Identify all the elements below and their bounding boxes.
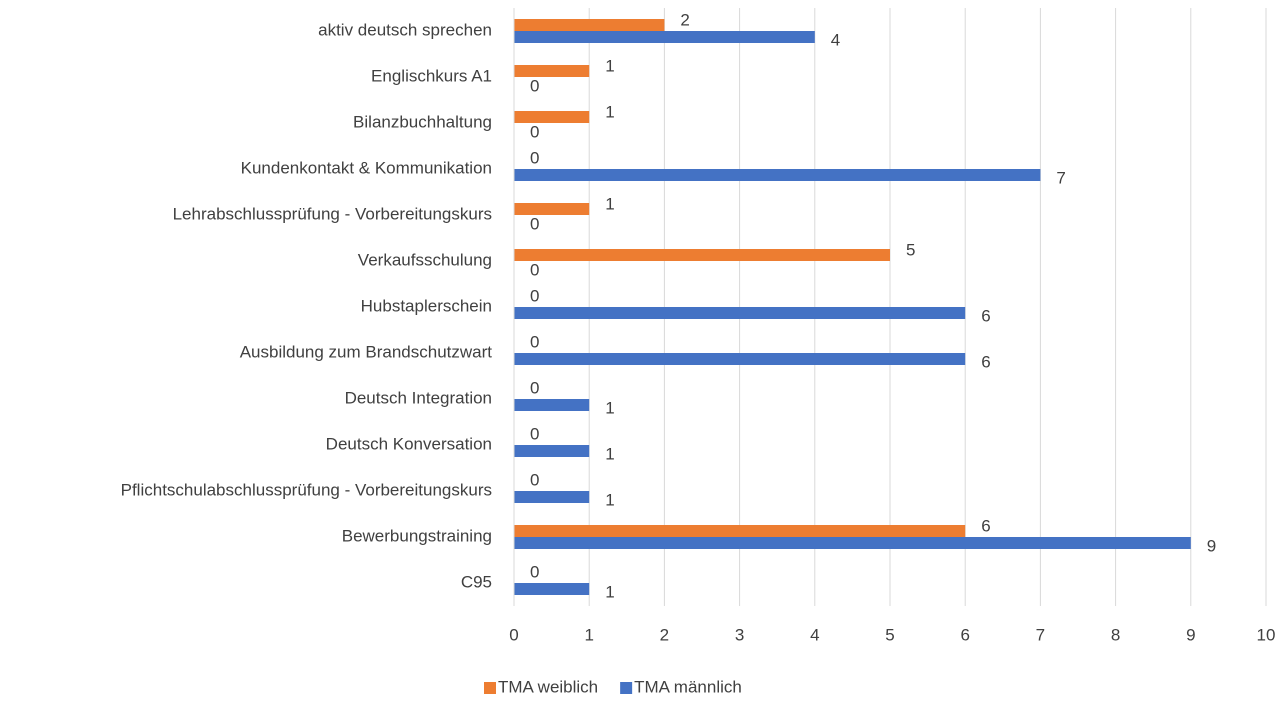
bar — [514, 169, 1041, 181]
data-label: 1 — [605, 582, 614, 601]
bar — [514, 307, 966, 319]
y-tick-label: Kundenkontakt & Kommunikation — [241, 158, 492, 177]
data-label: 0 — [530, 260, 539, 279]
y-tick-label: aktiv deutsch sprechen — [318, 20, 492, 39]
data-label: 6 — [981, 516, 990, 535]
data-label: 1 — [605, 444, 614, 463]
data-label: 4 — [831, 30, 840, 49]
bar — [514, 249, 890, 261]
bar — [514, 203, 590, 215]
x-tick-label: 1 — [584, 625, 593, 644]
data-label: 1 — [605, 56, 614, 75]
x-tick-label: 10 — [1257, 625, 1276, 644]
data-label: 0 — [530, 148, 539, 167]
legend-swatch — [484, 682, 496, 694]
y-tick-label: Ausbildung zum Brandschutzwart — [240, 342, 493, 361]
x-tick-label: 2 — [660, 625, 669, 644]
bar — [514, 353, 966, 365]
bar — [514, 491, 590, 503]
legend-label: TMA männlich — [634, 677, 742, 696]
data-label: 6 — [981, 352, 990, 371]
y-tick-label: Englischkurs A1 — [371, 66, 492, 85]
y-tick-label: C95 — [461, 572, 492, 591]
y-tick-label: Lehrabschlussprüfung - Vorbereitungskurs — [173, 204, 492, 223]
data-label: 1 — [605, 398, 614, 417]
x-tick-label: 7 — [1036, 625, 1045, 644]
bar — [514, 111, 590, 123]
data-label: 0 — [530, 332, 539, 351]
x-tick-label: 6 — [960, 625, 969, 644]
data-label: 0 — [530, 562, 539, 581]
bar — [514, 399, 590, 411]
x-tick-label: 4 — [810, 625, 819, 644]
bar — [514, 445, 590, 457]
data-label: 5 — [906, 240, 915, 259]
bar — [514, 19, 665, 31]
x-tick-label: 3 — [735, 625, 744, 644]
x-tick-label: 8 — [1111, 625, 1120, 644]
y-tick-label: Verkaufsschulung — [358, 250, 492, 269]
y-tick-label: Bewerbungstraining — [342, 526, 492, 545]
bar — [514, 65, 590, 77]
y-tick-label: Pflichtschulabschlussprüfung - Vorbereit… — [121, 480, 492, 499]
y-tick-label: Bilanzbuchhaltung — [353, 112, 492, 131]
data-label: 1 — [605, 102, 614, 121]
data-label: 0 — [530, 214, 539, 233]
x-tick-label: 9 — [1186, 625, 1195, 644]
bar — [514, 583, 590, 595]
data-label: 1 — [605, 490, 614, 509]
y-tick-label: Deutsch Konversation — [326, 434, 492, 453]
bar — [514, 537, 1191, 549]
data-label: 0 — [530, 424, 539, 443]
data-label: 0 — [530, 76, 539, 95]
x-tick-label: 0 — [509, 625, 518, 644]
data-label: 0 — [530, 122, 539, 141]
data-label: 9 — [1207, 536, 1216, 555]
y-tick-label: Deutsch Integration — [345, 388, 492, 407]
data-label: 0 — [530, 470, 539, 489]
data-label: 0 — [530, 286, 539, 305]
legend-swatch — [620, 682, 633, 694]
bar — [514, 525, 966, 537]
data-label: 0 — [530, 378, 539, 397]
bar — [514, 31, 815, 43]
data-label: 7 — [1056, 168, 1065, 187]
legend-label: TMA weiblich — [498, 677, 598, 696]
y-tick-label: Hubstaplerschein — [361, 296, 492, 315]
data-label: 2 — [680, 10, 689, 29]
x-tick-label: 5 — [885, 625, 894, 644]
data-label: 1 — [605, 194, 614, 213]
data-label: 6 — [981, 306, 990, 325]
